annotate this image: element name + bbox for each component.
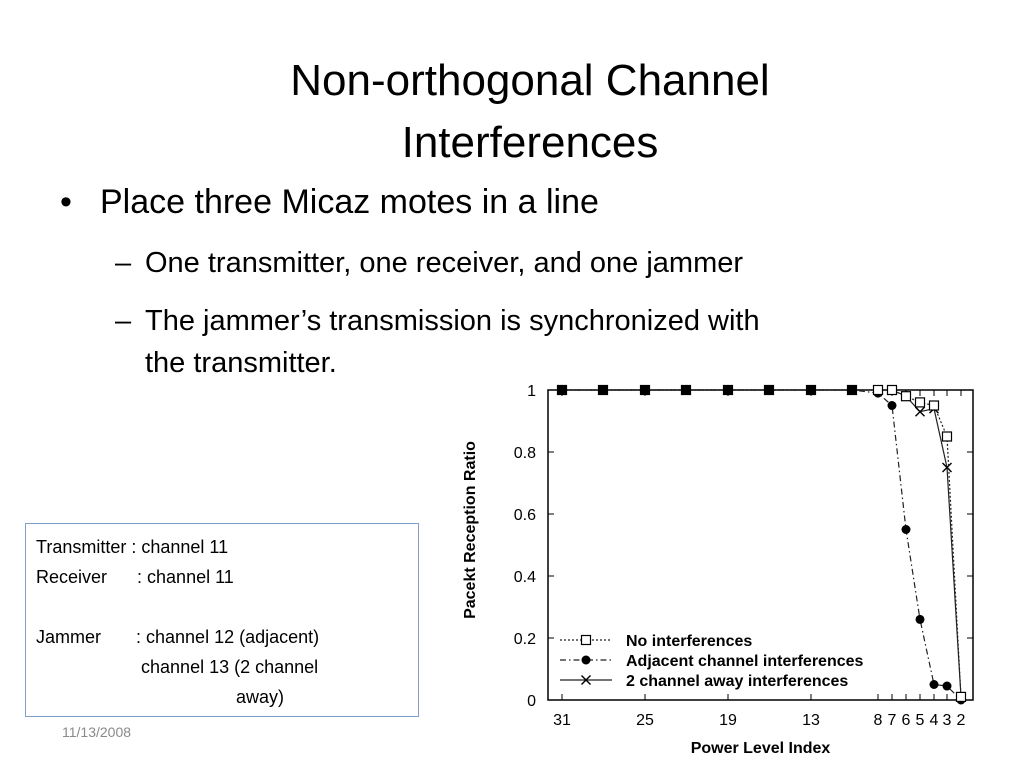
- data-point-series-0: [900, 391, 912, 402]
- x-tick-label: 4: [930, 712, 939, 729]
- sub-bullet-1: – One transmitter, one receiver, and one …: [115, 242, 743, 284]
- data-point-series-0: [872, 384, 884, 396]
- data-point-series-2: [915, 406, 925, 417]
- info-line-blank: [36, 592, 408, 622]
- packet-reception-chart: 0 0.2 0.4 0.6 0.8 1 31 25 19 13 8 7 6 5 4 3 2 Power Level…: [455, 372, 1015, 762]
- overlap-point: [681, 385, 691, 395]
- x-axis-label: Power Level Index: [691, 740, 831, 757]
- x-tick-label: 2: [957, 712, 966, 729]
- legend-label: No interferences: [626, 633, 752, 650]
- title-line-2: Interferences: [401, 118, 659, 167]
- data-point-series-2: [942, 462, 952, 473]
- sub-bullet-marker: –: [115, 305, 132, 337]
- data-point-series-1: [929, 680, 939, 689]
- x-tick-label: 13: [802, 712, 820, 729]
- info-line-jammer-3: away): [36, 687, 285, 707]
- title-line-1: Non-orthogonal Channel: [290, 56, 770, 105]
- overlap-point: [806, 385, 816, 395]
- series-line-2: [562, 389, 962, 697]
- legend-marker: [580, 634, 592, 646]
- sub-bullet-text-line-2: the transmitter.: [145, 347, 337, 379]
- series-line-0: [562, 389, 962, 697]
- channel-info-box: Transmitter : channel 11 Receiver : chan…: [25, 523, 419, 717]
- overlap-point: [640, 385, 650, 395]
- y-tick-label: 0.2: [514, 631, 536, 648]
- bullet-text: Place three Micaz motes in a line: [100, 183, 599, 221]
- y-tick-label: 0.6: [514, 507, 536, 524]
- data-point-series-0: [928, 400, 940, 411]
- y-axis-label: Pacekt Reception Ratio: [462, 441, 479, 619]
- overlap-point: [598, 385, 608, 395]
- info-line-jammer: Jammer : channel 12 (adjacent): [36, 627, 320, 647]
- sub-bullet-2: – The jammer’s transmission is synchroniz…: [115, 300, 935, 384]
- data-point-series-1: [942, 681, 952, 691]
- x-tick-label: 5: [916, 712, 925, 729]
- data-point-series-1: [887, 401, 897, 410]
- chart-svg: 0 0.2 0.4 0.6 0.8 1 31 25 19 13 8 7 6 5 4 3 2 Power Level…: [462, 383, 974, 757]
- legend-marker: [581, 655, 591, 665]
- data-point-series-0: [914, 397, 926, 408]
- x-tick-label: 8: [874, 712, 883, 729]
- slide-title: Non-orthogonal Channel Interferences: [180, 50, 880, 174]
- x-tick-label: 31: [553, 712, 571, 729]
- info-line-jammer-2: channel 13 (2 channel: [36, 657, 319, 677]
- overlap-point: [847, 385, 857, 395]
- x-tick-label: 25: [636, 712, 654, 729]
- legend-marker: [581, 675, 591, 685]
- legend-label: 2 channel away interferences: [626, 673, 848, 690]
- sub-bullet-text-line-1: The jammer’s transmission is synchronize…: [145, 305, 760, 337]
- y-tick-label: 0: [527, 693, 536, 710]
- x-tick-label: 7: [888, 712, 897, 729]
- data-point-series-1: [901, 525, 911, 534]
- data-point-series-0: [955, 691, 967, 702]
- x-tick-label: 3: [943, 712, 952, 729]
- overlap-point: [723, 385, 733, 395]
- data-point-series-0: [941, 431, 953, 442]
- x-tick-label: 6: [902, 712, 911, 729]
- data-point-series-0: [886, 384, 898, 396]
- y-tick-label: 0.8: [514, 445, 536, 462]
- info-line-receiver: Receiver : channel 11: [36, 567, 234, 587]
- overlap-point: [557, 385, 567, 395]
- sub-bullet-marker: –: [115, 247, 132, 279]
- data-point-series-1: [915, 614, 925, 624]
- overlap-point: [764, 385, 774, 395]
- bullet-marker: •: [60, 183, 72, 221]
- slide-date: 11/13/2008: [62, 724, 132, 740]
- y-tick-label: 0.4: [514, 569, 536, 586]
- info-line-transmitter: Transmitter : channel 11: [36, 537, 229, 557]
- legend-label: Adjacent channel interferences: [626, 653, 864, 670]
- sub-bullet-text: One transmitter, one receiver, and one j…: [145, 247, 744, 279]
- bullet-point: • Place three Micaz motes in a line: [60, 180, 599, 224]
- x-tick-label: 19: [719, 712, 737, 729]
- y-tick-label: 1: [527, 383, 536, 400]
